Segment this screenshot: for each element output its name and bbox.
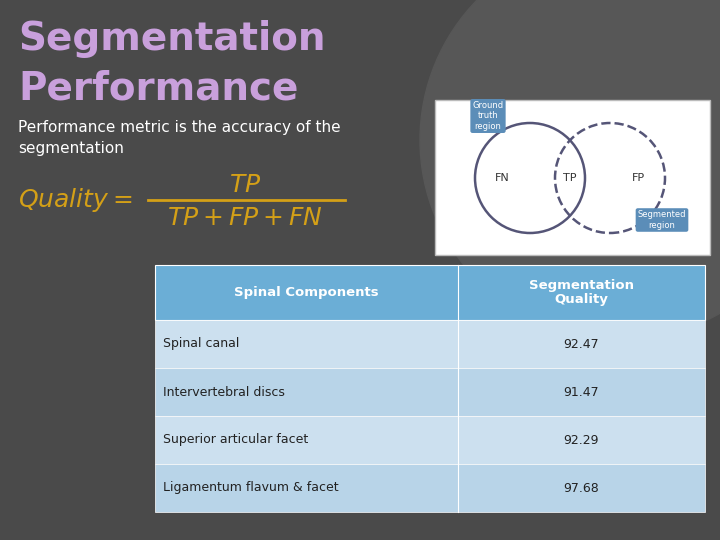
Text: Segmented
region: Segmented region <box>638 210 686 230</box>
Text: Segmentation: Segmentation <box>18 20 325 58</box>
Text: 97.68: 97.68 <box>563 482 599 495</box>
FancyBboxPatch shape <box>155 265 705 320</box>
FancyBboxPatch shape <box>155 464 705 512</box>
Text: $\mathit{TP+FP+FN}$: $\mathit{TP+FP+FN}$ <box>167 206 323 230</box>
Text: 92.29: 92.29 <box>564 434 599 447</box>
Text: Ligamentum flavum & facet: Ligamentum flavum & facet <box>163 482 338 495</box>
Text: Spinal Components: Spinal Components <box>234 286 379 299</box>
FancyBboxPatch shape <box>155 416 705 464</box>
Text: 92.47: 92.47 <box>564 338 599 350</box>
Text: Intervertebral discs: Intervertebral discs <box>163 386 285 399</box>
Text: Performance metric is the accuracy of the
segmentation: Performance metric is the accuracy of th… <box>18 120 341 156</box>
FancyBboxPatch shape <box>155 368 705 416</box>
Text: Superior articular facet: Superior articular facet <box>163 434 308 447</box>
Text: $\mathit{Quality}=$: $\mathit{Quality}=$ <box>18 186 132 214</box>
FancyBboxPatch shape <box>155 320 705 368</box>
Text: FN: FN <box>495 173 509 183</box>
Circle shape <box>420 0 720 340</box>
Text: Ground
truth
region: Ground truth region <box>472 101 503 131</box>
Text: Segmentation
Quality: Segmentation Quality <box>528 279 634 307</box>
Text: TP: TP <box>563 173 577 183</box>
Text: Performance: Performance <box>18 70 298 108</box>
Text: $\mathit{TP}$: $\mathit{TP}$ <box>229 173 261 197</box>
Text: Spinal canal: Spinal canal <box>163 338 239 350</box>
FancyBboxPatch shape <box>435 100 710 255</box>
Text: 91.47: 91.47 <box>564 386 599 399</box>
Text: FP: FP <box>631 173 644 183</box>
